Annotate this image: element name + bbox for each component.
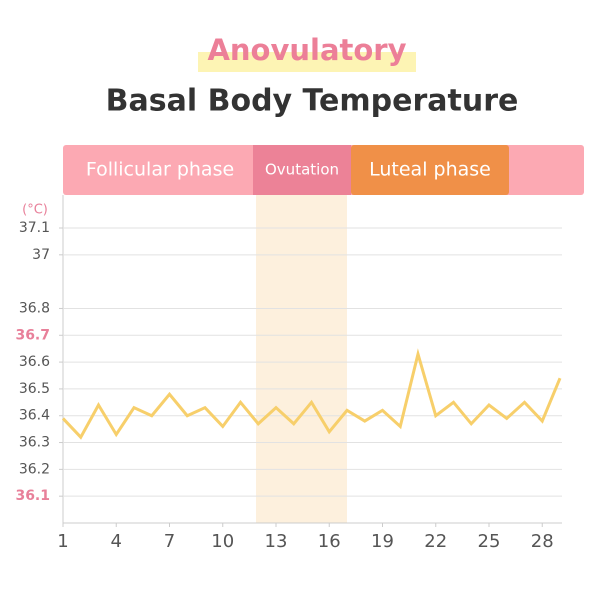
x-tick-label: 28 <box>531 531 554 552</box>
y-tick-label: 36.5 <box>19 381 50 397</box>
phase-label: Ovutation <box>265 161 339 179</box>
title-highlight <box>198 52 416 72</box>
phase-label: Luteal phase <box>369 159 491 181</box>
x-tick-label: 1 <box>57 531 68 552</box>
ovulation-band <box>256 195 347 523</box>
y-tick-label: 36.1 <box>15 488 50 504</box>
y-tick-label: 37 <box>32 247 50 263</box>
x-tick-label: 19 <box>371 531 394 552</box>
x-tick-label: 4 <box>111 531 122 552</box>
y-tick-label: 36.4 <box>19 408 50 424</box>
y-unit: (°C) <box>22 203 48 218</box>
x-tick-label: 25 <box>478 531 501 552</box>
y-tick-label: 36.3 <box>19 435 50 451</box>
y-tick-label: 36.6 <box>19 354 50 370</box>
phase-label: Follicular phase <box>86 159 234 181</box>
x-tick-label: 10 <box>211 531 234 552</box>
y-tick-label: 37.1 <box>19 220 50 236</box>
y-tick-label: 36.2 <box>19 461 50 477</box>
chart-subtitle: Basal Body Temperature <box>106 84 519 119</box>
chart-title: Anovulatory <box>207 33 406 67</box>
y-tick-label: 36.8 <box>19 300 50 316</box>
y-tick-label: 36.7 <box>15 327 50 343</box>
x-tick-label: 22 <box>424 531 447 552</box>
x-tick-label: 13 <box>265 531 288 552</box>
luteal-phase <box>351 145 509 195</box>
x-tick-label: 16 <box>318 531 341 552</box>
x-tick-label: 7 <box>164 531 175 552</box>
ovulation-phase <box>253 145 351 195</box>
temperature-line <box>61 348 562 440</box>
